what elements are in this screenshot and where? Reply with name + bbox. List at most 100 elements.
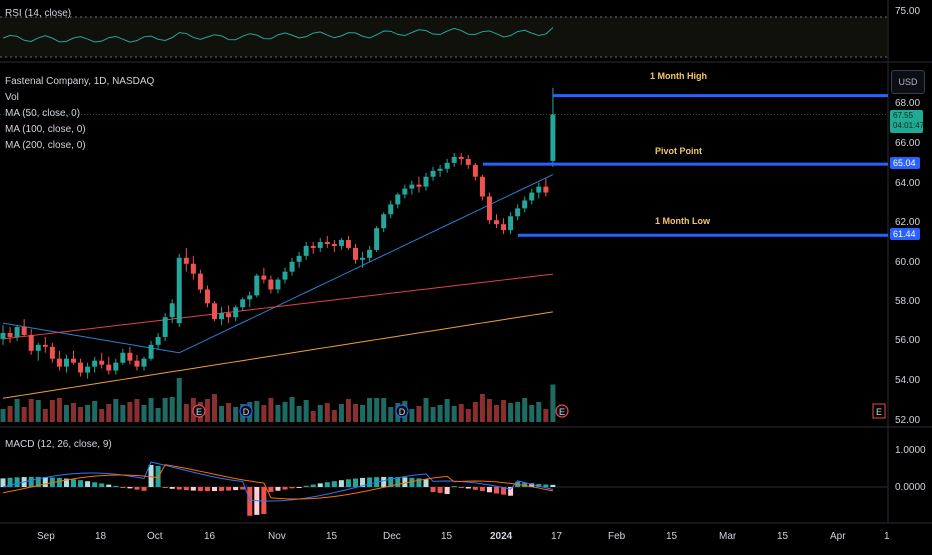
volume-bar xyxy=(367,398,373,422)
candle-body xyxy=(247,295,253,300)
macd-histogram-bar xyxy=(536,483,542,487)
x-tick: 16 xyxy=(204,531,216,542)
candle-body xyxy=(275,279,281,290)
candle-body xyxy=(345,240,351,248)
volume-bar xyxy=(254,401,260,422)
candle-body xyxy=(282,271,288,280)
macd-histogram-bar xyxy=(92,482,98,487)
candle-body xyxy=(296,255,302,262)
macd-histogram-bar xyxy=(543,484,549,487)
macd-histogram-bar xyxy=(296,487,302,488)
candle-body xyxy=(381,214,387,229)
volume-bar xyxy=(162,398,168,422)
macd-histogram-bar xyxy=(501,487,507,495)
candle-body xyxy=(190,263,196,274)
x-tick: 2024 xyxy=(490,531,513,542)
macd-histogram-bar xyxy=(85,481,91,487)
candle-body xyxy=(197,273,203,290)
candle-body xyxy=(113,362,119,371)
volume-bar xyxy=(353,404,358,422)
candle-body xyxy=(63,358,69,367)
ma200-label: MA (200, close, 0) xyxy=(5,140,86,151)
macd-histogram-bar xyxy=(212,487,217,492)
candle-body xyxy=(388,204,394,215)
volume-bar xyxy=(543,409,549,422)
macd-histogram-bar xyxy=(141,487,147,491)
candle-body xyxy=(395,194,401,205)
candle-body xyxy=(21,327,27,335)
candle-body xyxy=(515,208,521,217)
macd-histogram-bar xyxy=(529,483,535,487)
macd-histogram-bar xyxy=(120,487,126,488)
x-tick: 15 xyxy=(326,531,338,542)
candle-body xyxy=(472,164,478,177)
volume-bar xyxy=(113,399,119,422)
volume-bar xyxy=(508,403,514,422)
volume-bar xyxy=(134,399,140,422)
macd-histogram-bar xyxy=(275,487,281,491)
annotation-month-high: 1 Month High xyxy=(650,71,707,81)
candle-body xyxy=(268,279,274,290)
macd-y-tick: 1.0000 xyxy=(895,445,926,456)
candle-body xyxy=(338,240,344,246)
macd-histogram-bar xyxy=(35,476,41,487)
macd-histogram-bar xyxy=(99,483,105,487)
candle-body xyxy=(212,303,217,320)
volume-bar xyxy=(310,411,316,422)
candle-body xyxy=(331,243,337,246)
macd-histogram-bar xyxy=(197,487,203,491)
volume-bar xyxy=(28,399,34,422)
macd-histogram-bar xyxy=(7,477,13,487)
y-tick: 54.00 xyxy=(895,375,921,386)
x-tick: Sep xyxy=(37,531,55,542)
volume-bar xyxy=(451,406,457,422)
volume-bar xyxy=(282,402,288,422)
candle-body xyxy=(430,170,436,177)
candle-body xyxy=(486,196,492,221)
candle-body xyxy=(99,360,105,365)
pivot-price-tag: 65.04 xyxy=(890,157,920,169)
candle-body xyxy=(134,360,140,367)
x-tick: 15 xyxy=(441,531,453,542)
macd-histogram-bar xyxy=(162,487,168,488)
volume-bar xyxy=(416,406,422,422)
candle-body xyxy=(219,313,225,320)
x-tick: 1 xyxy=(884,531,890,542)
macd-legend: MACD (12, 26, close, 9) xyxy=(5,437,112,453)
candle-body xyxy=(367,249,373,258)
y-tick: 64.00 xyxy=(895,178,921,189)
volume-bar xyxy=(437,405,443,422)
candle-body xyxy=(536,186,542,193)
event-marker-text: D xyxy=(399,407,406,417)
volume-bar xyxy=(49,400,55,422)
candle-body xyxy=(402,188,408,195)
macd-histogram-bar xyxy=(233,487,239,491)
x-tick: 15 xyxy=(666,531,678,542)
rsi-line xyxy=(2,27,554,43)
volume-bar xyxy=(465,409,471,422)
x-tick: 15 xyxy=(777,531,789,542)
macd-histogram-bar xyxy=(423,479,429,487)
macd-histogram-bar xyxy=(324,482,330,487)
volume-bar xyxy=(381,398,387,422)
volume-bar xyxy=(71,403,76,422)
volume-bar xyxy=(388,407,394,422)
candle-body xyxy=(226,313,232,318)
volume-bar xyxy=(345,399,351,422)
candle-body xyxy=(508,216,514,231)
volume-bar xyxy=(0,409,6,422)
current-price: 67.55 xyxy=(893,111,914,120)
candle-body xyxy=(444,162,450,169)
candle-body xyxy=(254,275,260,296)
candle-body xyxy=(458,156,464,159)
macd-histogram-bar xyxy=(127,487,133,489)
candle-body xyxy=(522,200,528,209)
volume-bar xyxy=(296,406,302,422)
macd-signal-line xyxy=(2,464,554,500)
volume-bar xyxy=(85,405,91,422)
event-marker xyxy=(395,404,409,418)
candle-body xyxy=(240,299,246,308)
currency-button[interactable]: USD xyxy=(891,70,925,94)
